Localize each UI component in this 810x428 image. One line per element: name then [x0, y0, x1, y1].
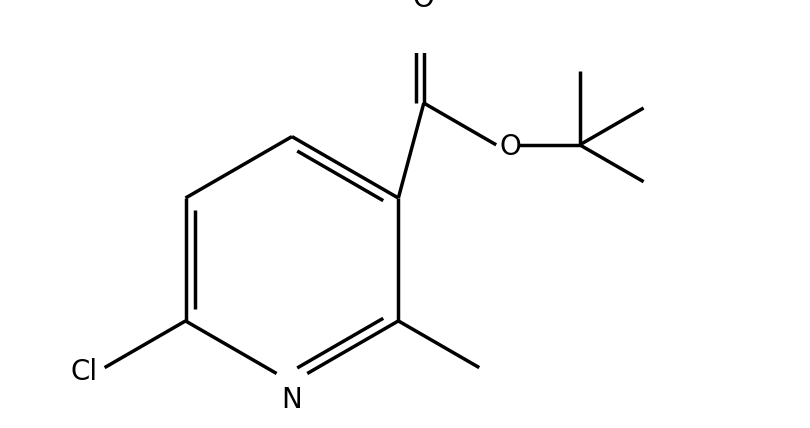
- Text: Cl: Cl: [70, 357, 98, 386]
- Text: O: O: [499, 133, 521, 161]
- Text: N: N: [282, 386, 302, 414]
- Text: O: O: [413, 0, 435, 12]
